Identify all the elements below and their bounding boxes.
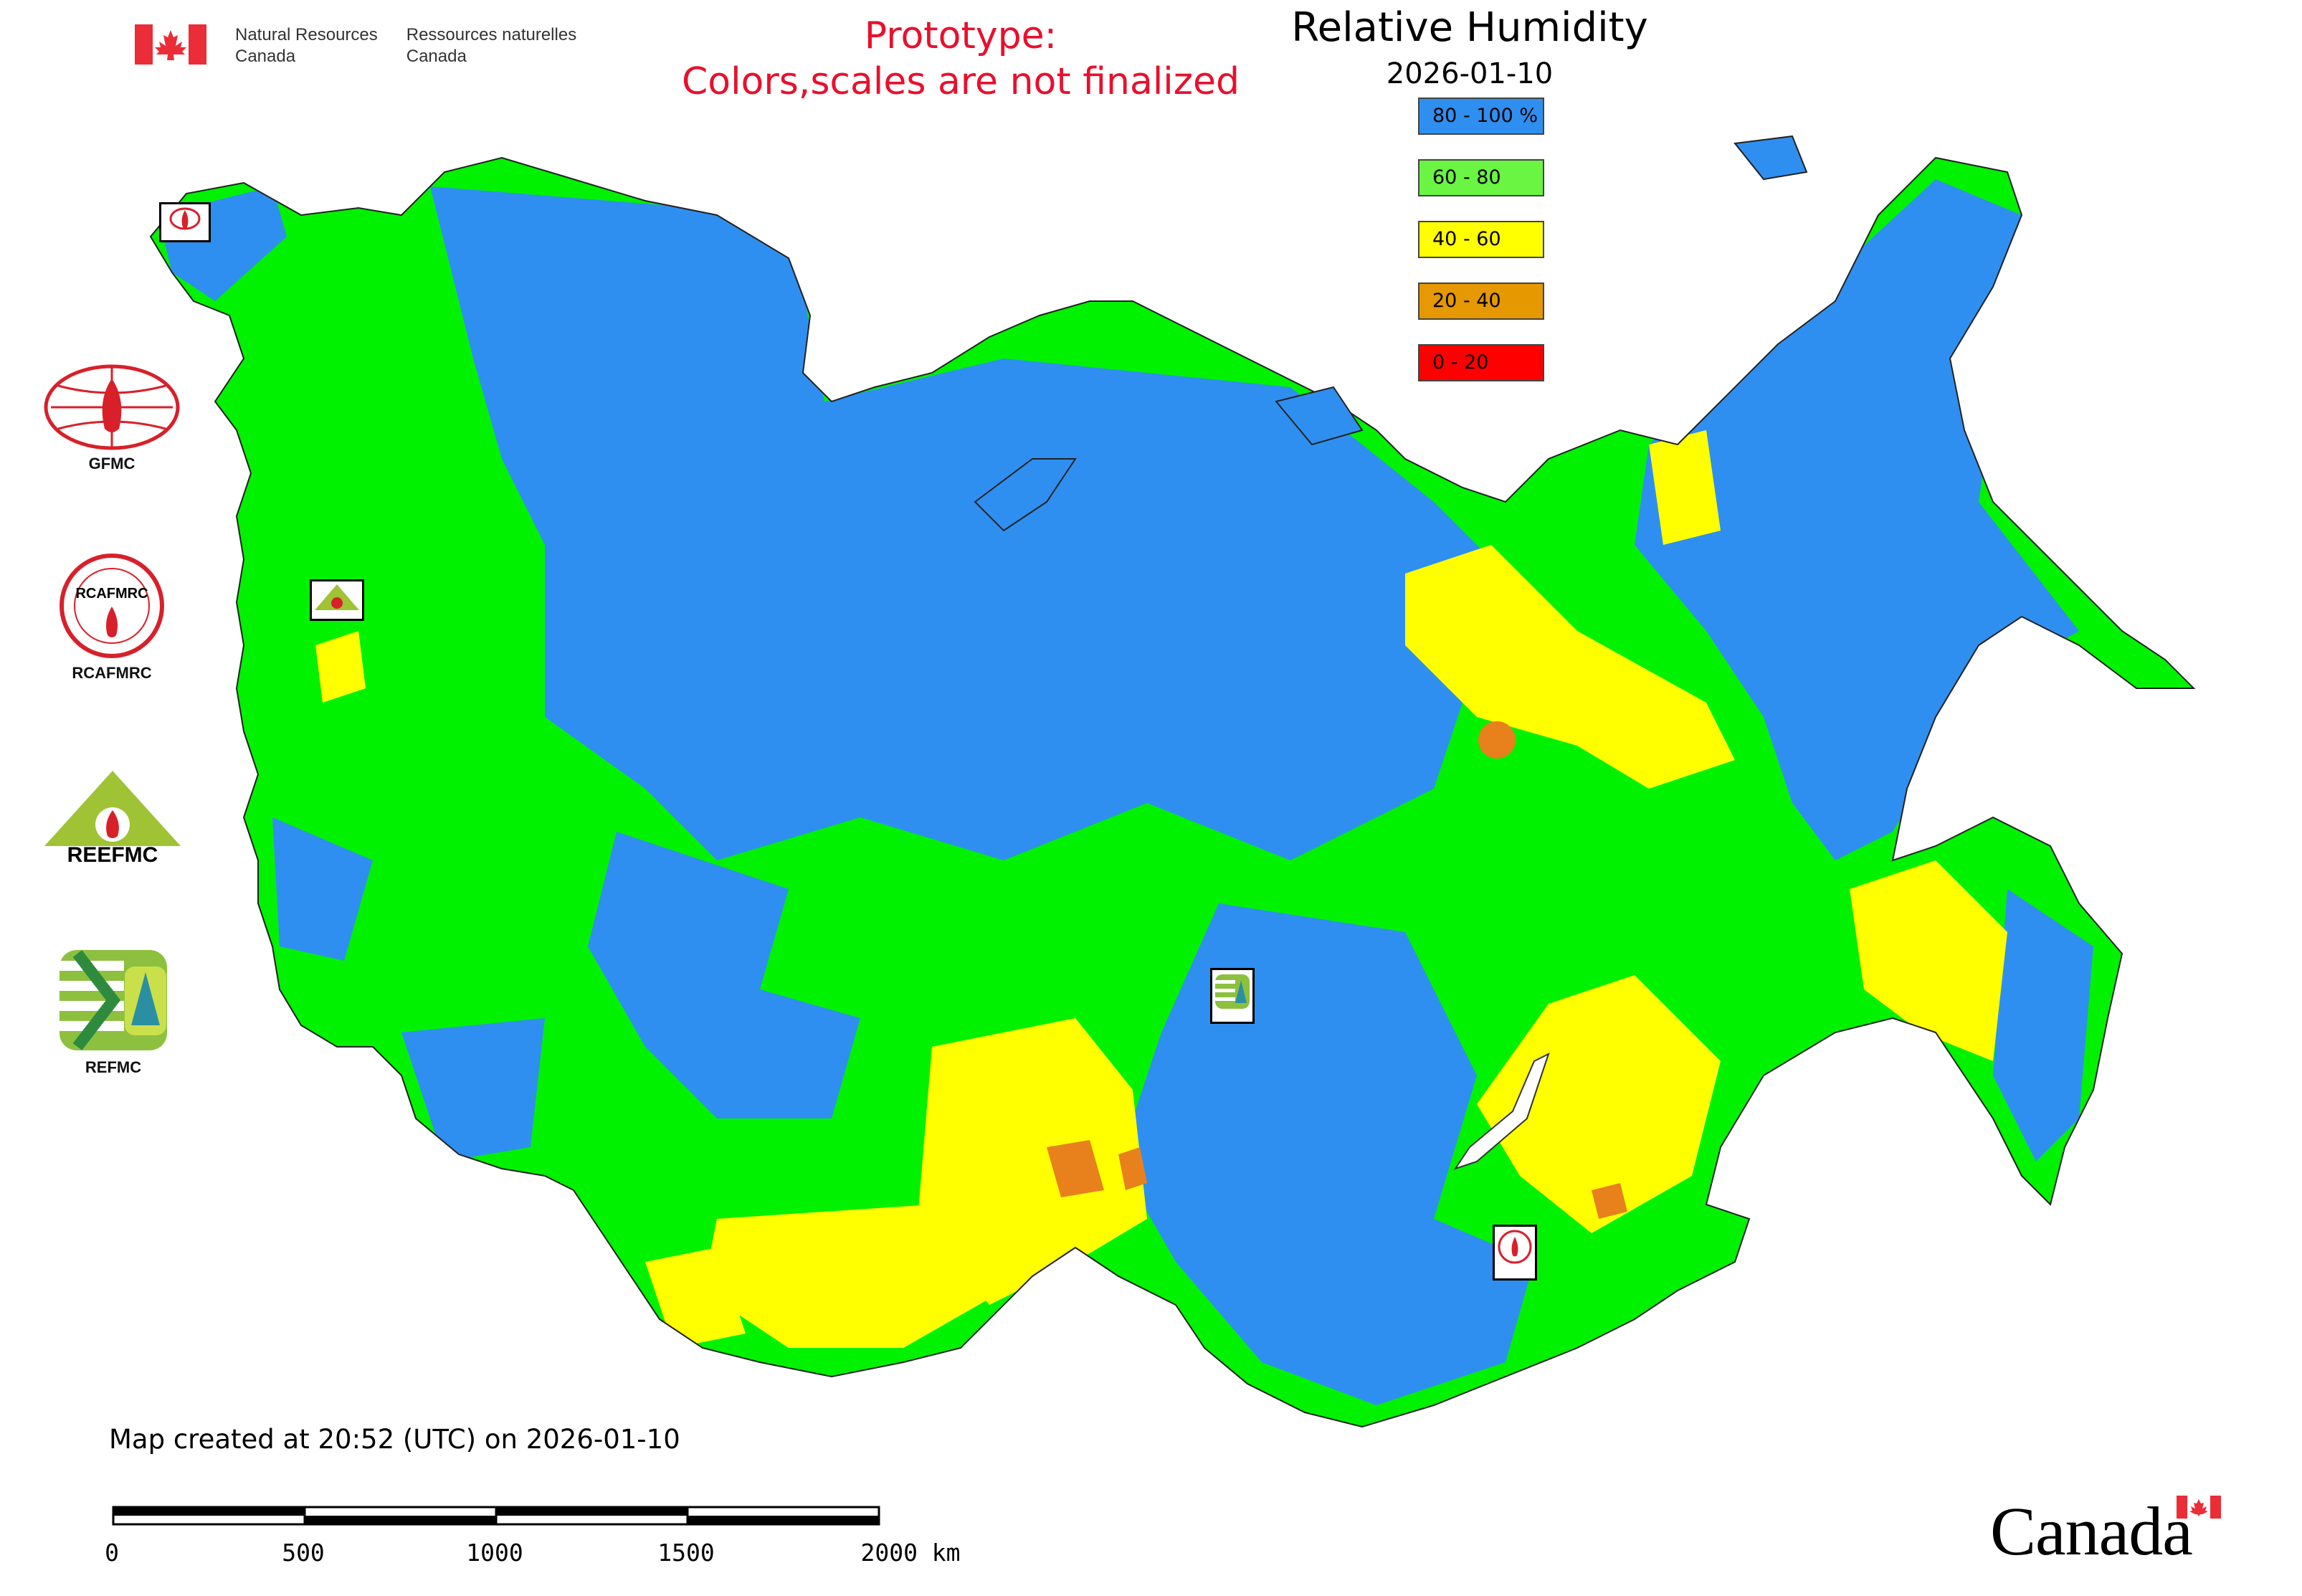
reefmc-map-marker[interactable] (310, 579, 364, 621)
gfmc-marker-icon (169, 207, 201, 230)
map-title: Relative Humidity (1291, 4, 1648, 51)
humidity-zone-20-40 (1047, 721, 1627, 1219)
legend-label: 80 - 100 % (1432, 105, 1538, 127)
scale-tick-2000: 2000 km (860, 1539, 961, 1567)
legend-label: 0 - 20 (1432, 351, 1489, 374)
refmc-emblem-icon (60, 950, 167, 1050)
legend-label: 20 - 40 (1432, 290, 1501, 312)
prototype-notice: Prototype: Colors,scales are not finaliz… (631, 13, 1290, 105)
department-name-en: Natural Resources Canada (235, 24, 378, 67)
rcafmrc-seal-text: RCAFMRC (75, 586, 148, 602)
rcafmrc-map-marker[interactable] (1493, 1225, 1537, 1281)
legend-item-0-20: 0 - 20 (1418, 344, 1544, 381)
department-name-fr: Ressources naturelles Canada (406, 24, 576, 67)
region-outline (149, 156, 2196, 1428)
government-header: Natural Resources Canada Ressources natu… (135, 24, 576, 67)
canada-wordmark: Canada (1990, 1493, 2193, 1569)
rcafmrc-logo: RCAFMRC RCAFMRC (54, 552, 169, 683)
rcafmrc-marker-icon (1498, 1230, 1532, 1264)
humidity-zone-80-100 (158, 179, 2093, 1405)
legend-item-60-80: 60 - 80 (1418, 159, 1544, 196)
rcafmrc-seal-icon: RCAFMRC (60, 554, 164, 658)
humidity-zone-40-60 (301, 158, 2007, 1348)
scale-tick-0: 0 (105, 1539, 119, 1567)
reefmc-triangle-icon: REEFMC (44, 771, 181, 867)
refmc-marker-icon (1215, 974, 1250, 1009)
gfmc-logo: GFMC (40, 364, 184, 473)
dept-fr-line1: Ressources naturelles (406, 25, 577, 44)
legend-label: 40 - 60 (1432, 228, 1501, 250)
dept-en-line2: Canada (235, 47, 296, 66)
map-date: 2026-01-10 (1386, 57, 1554, 90)
prototype-line2: Colors,scales are not finalized (681, 60, 1240, 103)
scale-tick-1500: 1500 (657, 1539, 715, 1567)
legend-item-80-100: 80 - 100 % (1418, 98, 1544, 135)
scale-tick-1000: 1000 (466, 1539, 523, 1567)
scale-tick-500: 500 (282, 1539, 325, 1567)
dept-en-line1: Natural Resources (235, 25, 378, 44)
reefmc-marker-icon (315, 584, 359, 610)
gfmc-label: GFMC (88, 455, 135, 472)
legend-item-40-60: 40 - 60 (1418, 221, 1544, 258)
scale-bar (112, 1506, 880, 1526)
legend-label: 60 - 80 (1432, 166, 1501, 189)
map-created-note: Map created at 20:52 (UTC) on 2026-01-10 (109, 1424, 680, 1455)
refmc-map-marker[interactable] (1210, 968, 1255, 1024)
reefmc-logo: REEFMC (37, 767, 188, 872)
reefmc-logo-text: REEFMC (67, 843, 158, 867)
gfmc-map-marker[interactable] (159, 202, 211, 242)
gfmc-globe-icon (44, 364, 180, 450)
refmc-label: REFMC (85, 1058, 142, 1076)
canada-flag-icon (135, 24, 206, 65)
rcafmrc-label: RCAFMRC (72, 664, 152, 682)
prototype-line1: Prototype: (864, 14, 1057, 57)
arctic-islands (974, 135, 1808, 532)
canada-wordmark-flag-icon (2177, 1496, 2221, 1519)
legend-item-20-40: 20 - 40 (1418, 282, 1544, 320)
refmc-logo: REFMC (56, 946, 171, 1077)
lake-baikal (1453, 1053, 1550, 1170)
dept-fr-line2: Canada (406, 47, 467, 66)
